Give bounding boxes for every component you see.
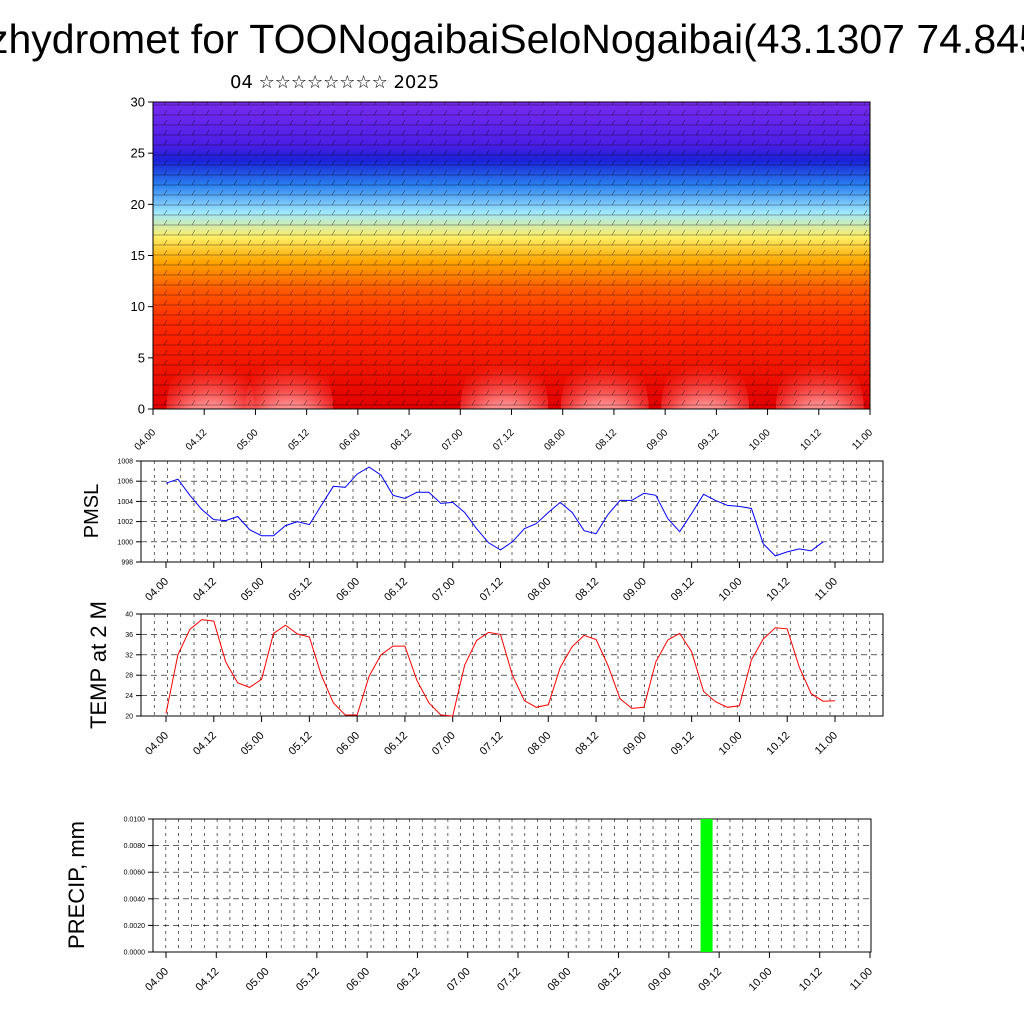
temp-axis-label: TEMP at 2 M [86, 601, 111, 729]
precip-ytick-label: 0.0100 [124, 816, 146, 823]
pmsl-xtick-label: 08.12 [573, 576, 601, 604]
temp-xtick-label: 11.00 [813, 730, 840, 757]
pmsl-xtick-label: 05.12 [287, 576, 315, 604]
precip-xtick-label: 07.00 [445, 966, 473, 994]
precip-ytick-label: 0.0080 [124, 843, 146, 850]
cross-section-ytick-label: 5 [138, 350, 145, 365]
pmsl-ytick-label: 1000 [117, 539, 133, 546]
pmsl-xtick-label: 04.00 [143, 576, 171, 604]
cross-section-xtick-label: 07.12 [491, 427, 517, 453]
pmsl-ytick-label: 998 [121, 559, 133, 566]
precip-panel: 0.0000 0.0020 0.0040 0.0060 0.0080 0.0100 04.… [64, 816, 875, 993]
pmsl-panel: 998 1000 1002 1004 1006 1008 04.00 04.12 05.00 0… [81, 458, 884, 604]
pmsl-xtick-label: 07.00 [430, 576, 458, 604]
temp-xtick-label: 10.12 [764, 730, 792, 758]
precip-xtick-label: 05.12 [294, 966, 322, 994]
cross-section-xtick-label: 04.00 [133, 427, 159, 453]
temp-xtick-label: 08.00 [525, 730, 553, 758]
temp-xtick-label: 04.12 [191, 730, 219, 758]
wind-barbs-overlay [153, 102, 870, 409]
temp-xtick-label: 09.12 [669, 730, 697, 758]
pmsl-xtick-label: 10.12 [764, 576, 792, 604]
precip-xtick-label: 11.00 [848, 966, 875, 993]
cross-section-ytick-label: 30 [131, 95, 145, 110]
temp-ytick-label: 36 [125, 632, 133, 639]
temperature-panel: 20 24 28 32 36 40 04.00 04.12 05.00 05.12 06.00 06… [86, 601, 884, 758]
cross-section-xtick-label: 09.12 [696, 427, 722, 453]
temp-ytick-label: 40 [125, 611, 133, 618]
pmsl-xtick-label: 05.00 [239, 576, 267, 604]
cross-section-xtick-label: 04.12 [184, 427, 210, 453]
temp-ytick-label: 32 [125, 652, 133, 659]
temp-xtick-label: 06.00 [334, 730, 362, 758]
temp-series-line [165, 619, 836, 717]
cross-section-panel: 0 5 10 15 20 25 30 04.00 04.12 05.00 05.12 06.00 06… [131, 95, 876, 453]
cross-section-ytick-label: 15 [131, 248, 145, 263]
pmsl-axis-label: PMSL [81, 484, 103, 538]
temp-xtick-label: 04.00 [143, 730, 171, 758]
cross-section-xtick-label: 11.00 [850, 427, 875, 452]
precip-axis-label: PRECIP, mm [64, 821, 89, 949]
precip-xtick-label: 04.00 [143, 966, 171, 994]
cross-section-xtick-label: 09.00 [645, 427, 671, 453]
precip-ytick-label: 0.0040 [124, 896, 146, 903]
cross-section-ytick-label: 20 [131, 197, 145, 212]
pmsl-xtick-label: 09.12 [669, 576, 697, 604]
pmsl-xtick-label: 10.00 [717, 576, 745, 604]
cross-section-xtick-label: 06.00 [338, 427, 364, 453]
precip-xtick-label: 08.12 [596, 966, 624, 994]
cross-section-ytick-label: 0 [138, 402, 145, 417]
cross-section-xtick-label: 08.00 [542, 427, 568, 453]
pmsl-series-line [165, 466, 824, 557]
pmsl-xtick-label: 11.00 [813, 576, 840, 603]
pmsl-xtick-label: 08.00 [525, 576, 553, 604]
cross-section-ytick-label: 25 [131, 146, 145, 161]
precip-ytick-label: 0.0060 [124, 870, 146, 877]
precip-bar [700, 819, 713, 952]
page-title: zhydromet for TOONogaibaiSeloNogaibai(43… [0, 16, 1024, 62]
pmsl-xtick-label: 06.12 [382, 576, 410, 604]
cross-section-xtick-label: 07.00 [440, 427, 466, 453]
temp-xtick-label: 08.12 [573, 730, 601, 758]
pmsl-ytick-label: 1002 [117, 519, 133, 526]
temp-xtick-label: 05.00 [239, 730, 267, 758]
pmsl-ytick-label: 1006 [117, 479, 133, 486]
cross-section-xtick-label: 08.12 [594, 427, 620, 453]
temp-xtick-label: 09.00 [621, 730, 649, 758]
temp-ytick-label: 28 [125, 673, 133, 680]
chart-subtitle: 04 ☆☆☆☆☆☆☆☆ 2025 [230, 72, 440, 93]
cross-section-xtick-label: 05.12 [286, 427, 312, 453]
pmsl-xtick-label: 09.00 [621, 576, 649, 604]
precip-xtick-label: 10.00 [747, 966, 775, 994]
temp-xtick-label: 07.12 [478, 730, 506, 758]
pmsl-xtick-label: 04.12 [191, 576, 219, 604]
temp-ytick-label: 24 [125, 693, 133, 700]
precip-xtick-label: 04.12 [193, 966, 221, 994]
precip-xtick-label: 06.00 [344, 966, 372, 994]
precip-xtick-label: 10.12 [797, 966, 825, 994]
temp-xtick-label: 05.12 [287, 730, 315, 758]
cross-section-xtick-label: 10.00 [747, 427, 773, 453]
precip-xtick-label: 09.00 [646, 966, 674, 994]
precip-xtick-label: 08.00 [545, 966, 573, 994]
temp-xtick-label: 07.00 [430, 730, 458, 758]
precip-xtick-label: 09.12 [696, 966, 724, 994]
precip-ytick-label: 0.0000 [124, 949, 146, 956]
temp-xtick-label: 10.00 [717, 730, 745, 758]
temp-xtick-label: 06.12 [382, 730, 410, 758]
temp-ytick-label: 20 [125, 713, 133, 720]
pmsl-ytick-label: 1008 [117, 458, 133, 465]
precip-ytick-label: 0.0020 [124, 923, 146, 930]
cross-section-ytick-label: 10 [131, 299, 145, 314]
cross-section-xtick-label: 10.12 [798, 427, 824, 453]
cross-section-xtick-label: 05.00 [235, 427, 261, 453]
cross-section-xtick-label: 06.12 [389, 427, 415, 453]
precip-xtick-label: 05.00 [244, 966, 272, 994]
pmsl-xtick-label: 07.12 [478, 576, 506, 604]
precip-xtick-label: 07.12 [495, 966, 523, 994]
precip-xtick-label: 06.12 [395, 966, 423, 994]
pmsl-xtick-label: 06.00 [334, 576, 362, 604]
pmsl-ytick-label: 1004 [117, 499, 133, 506]
